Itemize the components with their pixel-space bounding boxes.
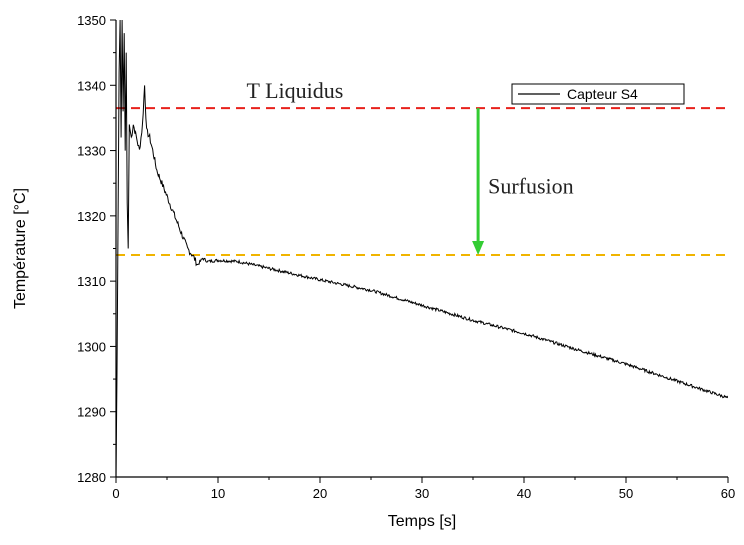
y-tick-label: 1310 (77, 274, 106, 289)
y-tick-label: 1350 (77, 13, 106, 28)
y-axis-label: Température [°C] (12, 188, 29, 309)
series-line-capteur-s4 (116, 20, 728, 477)
x-tick-label: 50 (619, 486, 633, 501)
x-tick-label: 30 (415, 486, 429, 501)
plot-area: T Liquidus Surfusion (116, 20, 728, 477)
legend: Capteur S4 (511, 83, 685, 105)
surfusion-arrow-head (472, 241, 485, 256)
x-tick-label: 60 (721, 486, 735, 501)
y-tick-label: 1340 (77, 78, 106, 93)
y-tick-label: 1290 (77, 405, 106, 420)
x-axis-label: Temps [s] (388, 513, 456, 530)
y-tick-label: 1280 (77, 470, 106, 485)
y-tick-label: 1330 (77, 144, 106, 159)
legend-box (511, 83, 685, 105)
x-tick-label: 0 (112, 486, 119, 501)
x-tick-label: 40 (517, 486, 531, 501)
axes: 0 10 20 30 40 50 60 1280 1290 1300 1310 1320 1330 134… (77, 13, 735, 501)
surfusion-label: Surfusion (488, 174, 574, 199)
y-tick-label: 1320 (77, 209, 106, 224)
reference-line-label-1: T Liquidus (247, 78, 344, 103)
x-tick-label: 10 (211, 486, 225, 501)
legend-label: Capteur S4 (567, 86, 638, 102)
x-tick-label: 20 (313, 486, 327, 501)
y-tick-label: 1300 (77, 339, 106, 354)
